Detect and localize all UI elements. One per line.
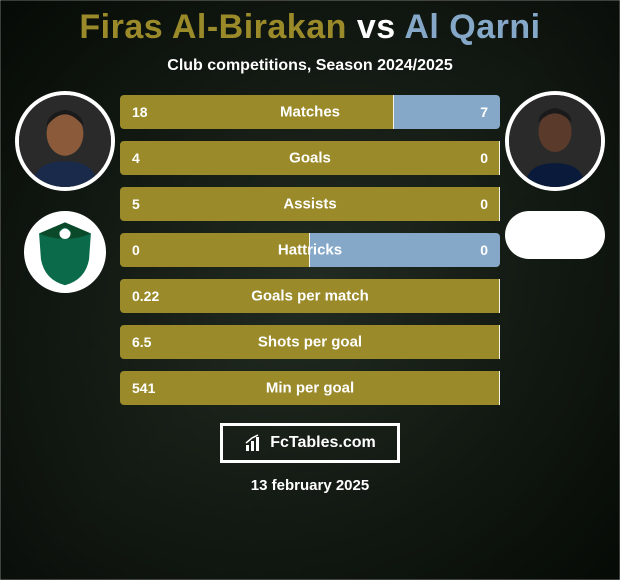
player2-avatar-svg [509,95,601,187]
stat-value-right: 0 [480,150,488,166]
player1-avatar [15,91,115,191]
comparison-grid: Matches187Goals40Assists50Hattricks00Goa… [10,91,610,405]
stat-row: Goals 4 0 [120,141,500,175]
stat-label: Goals [289,150,331,167]
stat-label: Matches [280,104,340,121]
stat-value-left: 4 [132,150,140,166]
stat-label: Min per goal [266,380,354,397]
title-vs: vs [357,8,396,46]
player2-club-placeholder [505,211,605,259]
player1-club-svg [28,215,102,289]
stat-value-left: 18 [132,104,148,120]
title-player1: Firas Al-Birakan [79,8,347,46]
stat-bar-left [120,95,394,129]
stat-value-right: 0 [480,196,488,212]
player2-column [500,91,610,259]
stat-row: Assists 5 0 [120,187,500,221]
stat-value-left: 6.5 [132,334,151,350]
player1-club-badge [24,211,106,293]
player1-avatar-svg [19,95,111,187]
stat-row: Hattricks 0 0 [120,233,500,267]
stat-label: Assists [283,196,336,213]
stats-bars: Matches187Goals40Assists50Hattricks00Goa… [120,95,500,405]
stat-label: Goals per match [251,288,369,305]
player1-column [10,91,120,293]
stat-row: Matches 18 7 [120,95,500,129]
brand-text: FcTables.com [270,434,376,452]
player2-avatar [505,91,605,191]
stat-value-right: 0 [480,242,488,258]
chart-icon [244,433,264,453]
brand-logo: FcTables.com [220,423,400,463]
stat-label: Hattricks [278,242,342,259]
stat-row: Shots per goal 6.5 [120,325,500,359]
stat-value-left: 5 [132,196,140,212]
stat-row: Goals per match 0.22 [120,279,500,313]
stat-value-left: 0.22 [132,288,159,304]
stat-label: Shots per goal [258,334,362,351]
footer-date: 13 february 2025 [251,477,369,494]
subtitle: Club competitions, Season 2024/2025 [167,57,452,75]
page-title: Firas Al-Birakan vs Al Qarni [79,8,540,47]
stat-value-left: 0 [132,242,140,258]
stat-value-right: 7 [480,104,488,120]
stat-row: Min per goal 541 [120,371,500,405]
stat-value-left: 541 [132,380,155,396]
title-player2: Al Qarni [404,8,540,46]
